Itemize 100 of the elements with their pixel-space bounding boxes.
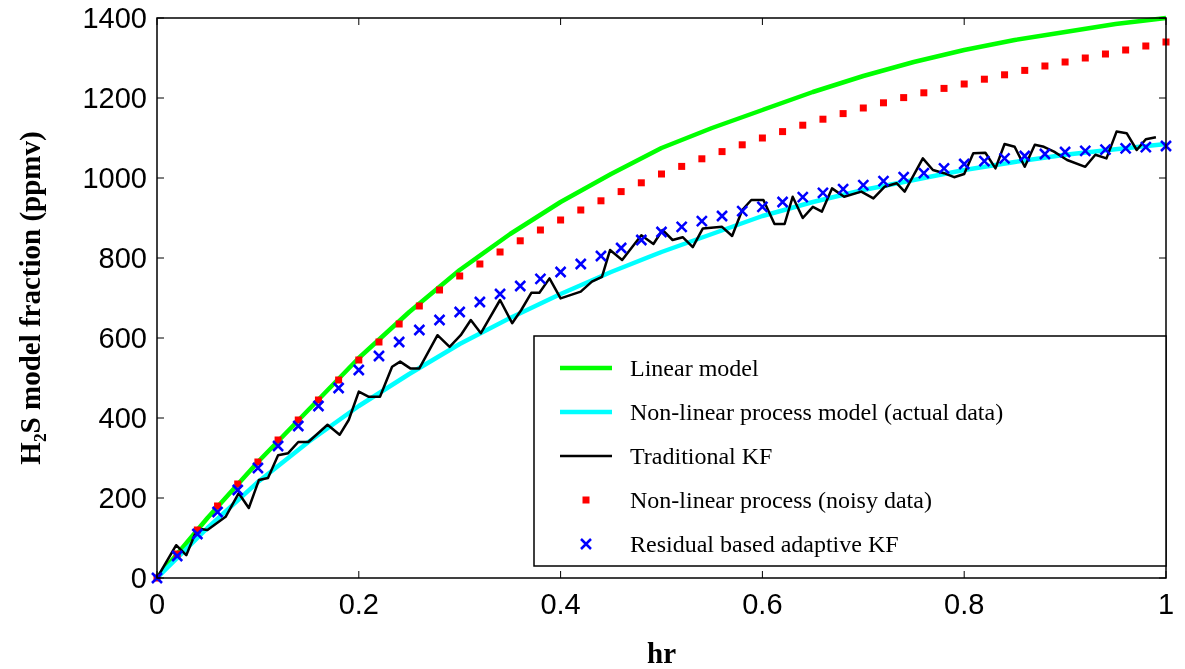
point — [776, 195, 789, 209]
y-tick-label: 0 — [130, 562, 147, 595]
y-tick-label: 1200 — [82, 82, 147, 115]
x-tick-label: 0.8 — [944, 588, 985, 620]
x-tick-label: 0.4 — [540, 588, 581, 620]
point — [978, 154, 991, 168]
point — [796, 190, 810, 204]
point — [1038, 147, 1052, 161]
point — [839, 110, 847, 118]
x-axis-title: hr — [647, 637, 677, 669]
point — [877, 174, 890, 188]
point — [496, 248, 504, 256]
y-tick-label: 600 — [98, 322, 147, 355]
point — [352, 363, 366, 377]
point — [859, 104, 867, 112]
point — [335, 376, 343, 384]
point — [392, 335, 406, 349]
point — [1101, 50, 1109, 58]
point — [678, 162, 686, 170]
point — [536, 226, 544, 234]
point — [516, 237, 524, 245]
point — [292, 419, 305, 433]
point — [1041, 62, 1049, 70]
point — [920, 89, 928, 97]
point — [355, 356, 363, 364]
point — [940, 84, 948, 92]
legend-label: Non-linear process (noisy data) — [630, 487, 932, 514]
point — [960, 80, 968, 88]
point — [375, 338, 383, 346]
point — [557, 216, 565, 224]
point — [332, 381, 345, 395]
y-tick-label: 800 — [98, 242, 147, 275]
legend-label: Residual based adaptive KF — [630, 531, 899, 558]
point — [655, 225, 668, 239]
point — [779, 128, 787, 136]
point — [738, 141, 746, 149]
legend-label: Traditional KF — [630, 443, 773, 470]
x-tick-label: 0.6 — [742, 588, 783, 620]
point — [1001, 71, 1009, 79]
point — [758, 134, 766, 142]
point — [473, 295, 487, 309]
point — [980, 75, 988, 83]
point — [1058, 145, 1072, 159]
point — [937, 162, 951, 175]
point — [756, 200, 769, 214]
point — [614, 241, 628, 255]
point — [513, 279, 527, 293]
point — [1099, 143, 1112, 156]
point — [879, 99, 887, 107]
point — [637, 179, 645, 187]
point — [900, 94, 908, 102]
point — [998, 152, 1011, 165]
point — [957, 157, 971, 171]
point — [735, 204, 749, 218]
point — [453, 305, 466, 319]
point — [251, 461, 265, 475]
point — [476, 260, 484, 268]
legend-label: Non-linear process model (actual data) — [630, 399, 1004, 426]
point — [415, 302, 423, 310]
point — [1122, 46, 1130, 54]
legend-label: Linear model — [630, 355, 759, 382]
x-tick-label: 1 — [1157, 588, 1175, 620]
point — [271, 439, 285, 453]
point — [715, 209, 729, 223]
point — [395, 320, 403, 328]
point — [819, 115, 827, 123]
point — [897, 170, 910, 184]
point — [917, 166, 931, 180]
y-tick-label: 400 — [98, 402, 147, 435]
point — [1061, 58, 1069, 66]
line-series — [154, 15, 1169, 581]
point — [436, 286, 444, 294]
point — [170, 549, 184, 563]
point — [1018, 149, 1031, 163]
point — [695, 214, 709, 228]
point — [574, 257, 588, 271]
point — [493, 287, 507, 301]
point — [597, 197, 605, 205]
point — [577, 206, 585, 214]
point — [211, 505, 224, 519]
point — [433, 313, 446, 327]
point — [554, 265, 567, 279]
point — [1139, 140, 1153, 154]
point — [658, 170, 665, 178]
point — [191, 527, 204, 541]
y-tick-label: 1400 — [82, 2, 147, 35]
point — [1021, 66, 1029, 74]
point — [799, 121, 807, 129]
y-tick-label: 1000 — [82, 162, 147, 195]
point — [718, 148, 726, 156]
point — [1142, 42, 1150, 50]
point — [836, 182, 850, 196]
point — [698, 155, 706, 163]
y-tick-label: 200 — [98, 482, 147, 515]
point — [372, 349, 386, 363]
point — [1119, 142, 1132, 155]
point — [456, 272, 464, 280]
y-axis-title: H₂S model fraction (ppmv) — [14, 131, 47, 465]
point — [857, 178, 870, 192]
point — [594, 249, 608, 263]
